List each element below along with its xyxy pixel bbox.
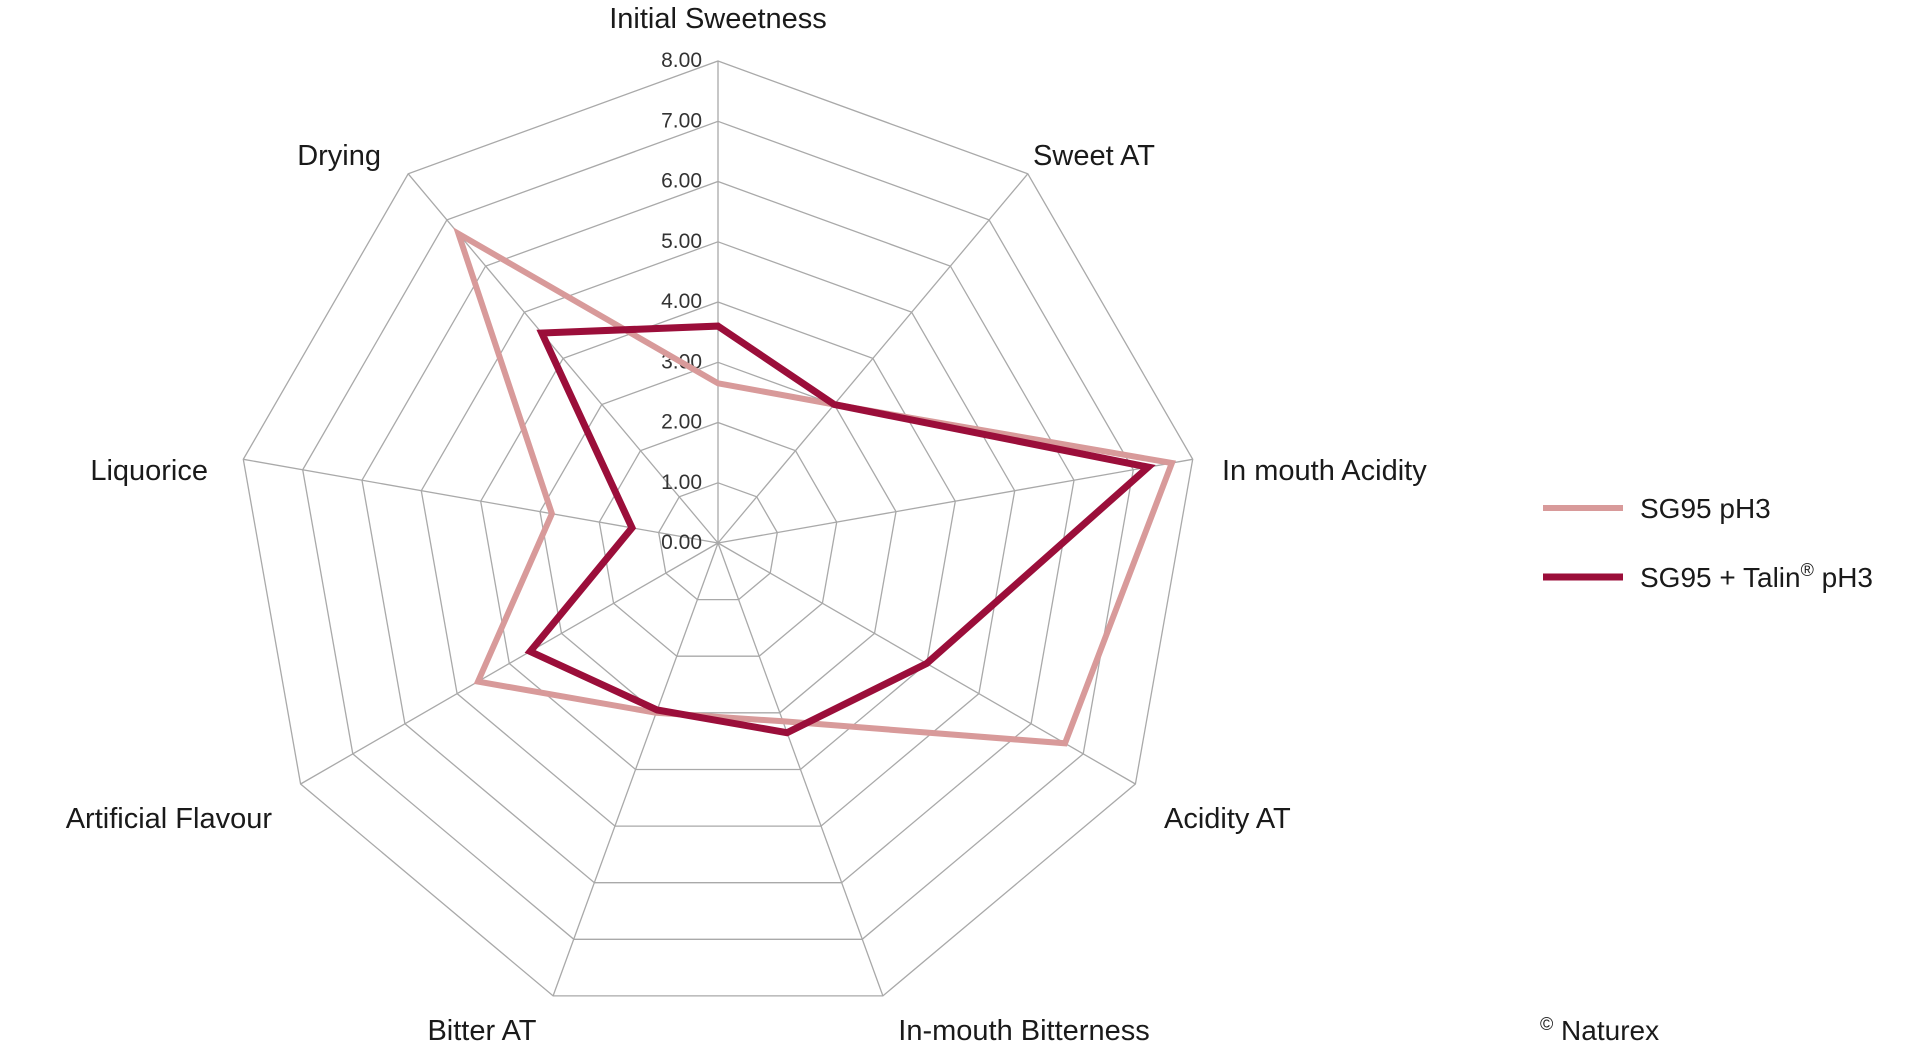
credit-text: Naturex xyxy=(1553,1015,1659,1046)
registered-mark: ® xyxy=(1801,560,1814,580)
series-line-0 xyxy=(453,227,1177,747)
legend-label-sg95-talin-ph3: SG95 + Talin® pH3 xyxy=(1640,560,1873,593)
radar-series xyxy=(453,227,1177,747)
axis-label-initial-sweetness: Initial Sweetness xyxy=(609,3,827,35)
radial-tick-labels: 0.001.002.003.004.005.006.007.008.00 xyxy=(661,49,702,554)
tick-label-2: 2.00 xyxy=(661,411,702,434)
grid-ring-3 xyxy=(539,361,897,714)
axis-label-sweet-at: Sweet AT xyxy=(1033,140,1155,172)
axis-label-bitter-at: Bitter AT xyxy=(427,1015,536,1047)
tick-label-6: 6.00 xyxy=(661,170,702,193)
legend-label-main: SG95 + Talin xyxy=(1640,562,1801,593)
axis-labels: Initial Sweetness Sweet AT In mouth Acidit… xyxy=(66,3,1427,1047)
radar-spokes xyxy=(243,61,1193,997)
grid-ring-7 xyxy=(302,120,1134,940)
copyright-credit: © Naturex xyxy=(1540,1014,1659,1046)
radar-grid xyxy=(242,60,1194,997)
tick-label-8: 8.00 xyxy=(661,49,702,72)
axis-label-drying: Drying xyxy=(297,140,381,172)
grid-ring-2 xyxy=(598,421,838,657)
grid-ring-6 xyxy=(361,180,1075,884)
legend-item-sg95-talin-ph3: SG95 + Talin® pH3 xyxy=(1543,560,1873,593)
tick-label-7: 7.00 xyxy=(661,109,702,132)
tick-label-1: 1.00 xyxy=(661,471,702,494)
spoke-bitter-at xyxy=(552,542,719,997)
axis-label-artificial-flavour: Artificial Flavour xyxy=(66,803,273,835)
tick-label-0: 0.00 xyxy=(661,531,702,554)
grid-ring-1 xyxy=(658,482,778,601)
legend-label-tail: pH3 xyxy=(1814,562,1873,593)
legend-item-sg95-ph3: SG95 pH3 xyxy=(1543,493,1771,524)
spoke-in-mouth-acidity xyxy=(717,458,1193,544)
axis-label-liquorice: Liquorice xyxy=(90,455,208,487)
axis-label-in-mouth-acidity: In mouth Acidity xyxy=(1222,455,1427,487)
spoke-in-mouth-bitterness xyxy=(717,542,884,997)
grid-ring-8 xyxy=(242,60,1194,997)
spoke-sweet-at xyxy=(717,173,1029,544)
legend: SG95 pH3 SG95 + Talin® pH3 xyxy=(1543,493,1873,593)
copyright-symbol: © xyxy=(1540,1014,1553,1034)
spoke-artificial-flavour xyxy=(300,542,719,785)
legend-label-sg95-ph3: SG95 pH3 xyxy=(1640,493,1771,524)
tick-label-4: 4.00 xyxy=(661,290,702,313)
series-line-1 xyxy=(524,322,1156,737)
axis-label-in-mouth-bitterness: In-mouth Bitterness xyxy=(898,1015,1149,1047)
grid-ring-5 xyxy=(420,241,1016,827)
axis-label-acidity-at: Acidity AT xyxy=(1164,803,1291,835)
tick-label-5: 5.00 xyxy=(661,230,702,253)
spoke-liquorice xyxy=(243,458,719,544)
